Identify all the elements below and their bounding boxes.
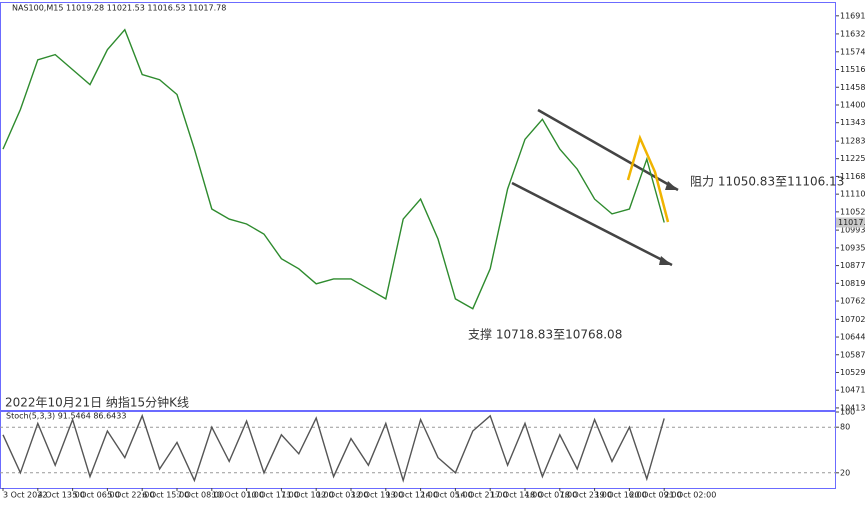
x-tick-label: 13 Oct 12:00 [386,491,438,500]
y-tick-label: 80 [840,423,850,432]
x-tick-label: 21 Oct 02:00 [664,491,716,500]
x-tick-label: 11 Oct 10:00 [281,491,333,500]
x-tick-label: 14 Oct 21:00 [455,491,507,500]
x-tick-label: 19 Oct 16:00 [595,491,647,500]
annotation: 2022年10月21日 纳指15分钟K线 [5,395,189,410]
current-price-box [836,217,865,228]
x-tick-label: 4 Oct 13:00 [38,491,85,500]
channel-upper [537,108,679,192]
y-tick-label: 10644.75 [840,333,865,342]
y-tick-label: 10762.00 [840,297,865,306]
x-tick-label: 20 Oct 09:00 [629,491,681,500]
swing-arrow [626,134,670,223]
x-tick-label: 12 Oct 03:00 [316,491,368,500]
y-tick-label: 11052.50 [840,207,865,216]
y-tick-label: 10587.00 [840,350,865,359]
y-tick-label: 11632.28 [840,29,865,38]
x-tick-label: 18 Oct 07:00 [525,491,577,500]
x-tick-label: 5 Oct 22:00 [107,491,154,500]
annotation: 阻力 11050.83至11106.13 [690,175,844,189]
x-tick-label: 3 Oct 2022 [3,491,47,500]
y-tick-label: 10413.75 [840,403,865,412]
y-tick-label: 100 [840,408,855,417]
y-tick-label: 11225.75 [840,154,865,163]
y-tick-label: 11458.50 [840,83,865,92]
x-tick-label: 7 Oct 08:00 [177,491,224,500]
y-tick-label: 20 [840,468,850,477]
y-tick-label: 11516.25 [840,65,865,74]
x-tick-label: 10 Oct 01:00 [212,491,264,500]
y-tick-label: 11400.75 [840,100,865,109]
y-tick-label: 11574.00 [840,47,865,56]
y-tick-label: 10993.00 [840,226,865,235]
y-tick-label: 11283.00 [840,137,865,146]
main-frame [0,2,836,411]
current-price-label: 11017.78 [838,218,865,227]
y-tick-label: 10702.50 [840,315,865,324]
y-tick-label: 10877.50 [840,261,865,270]
y-tick-label: 11168.00 [840,172,865,181]
x-tick-label: 17 Oct 14:00 [490,491,542,500]
y-tick-label: 11343.00 [840,118,865,127]
stoch-title: Stoch(5,3,3) 91.5464 86.6433 [6,412,126,421]
channel-drawings [511,108,679,267]
x-tick-label: 6 Oct 15:00 [142,491,189,500]
channel-lower [511,181,673,267]
y-tick-label: 10819.75 [840,279,865,288]
y-tick-label: 11110.25 [840,190,865,199]
arrow-head [665,181,678,190]
chart-title: NAS100,M15 11019.28 11021.53 11016.53 11… [12,4,226,13]
price-line [2,413,665,483]
arrow-head [659,256,672,265]
y-tick-label: 10471.50 [840,386,865,395]
annotation: 支撑 10718.83至10768.08 [468,327,622,342]
y-tick-label: 10529.25 [840,368,865,377]
x-tick-label: 14 Oct 05:00 [421,491,473,500]
x-tick-label: 5 Oct 06:00 [73,491,120,500]
y-tick-label: 11691.23 [840,11,865,20]
y-tick-label: 10935.25 [840,243,865,252]
x-tick-label: 10 Oct 17:00 [247,491,299,500]
stoch-frame [0,411,836,489]
x-tick-label: 12 Oct 19:00 [351,491,403,500]
price-line [2,28,665,310]
x-tick-label: 18 Oct 23:00 [560,491,612,500]
